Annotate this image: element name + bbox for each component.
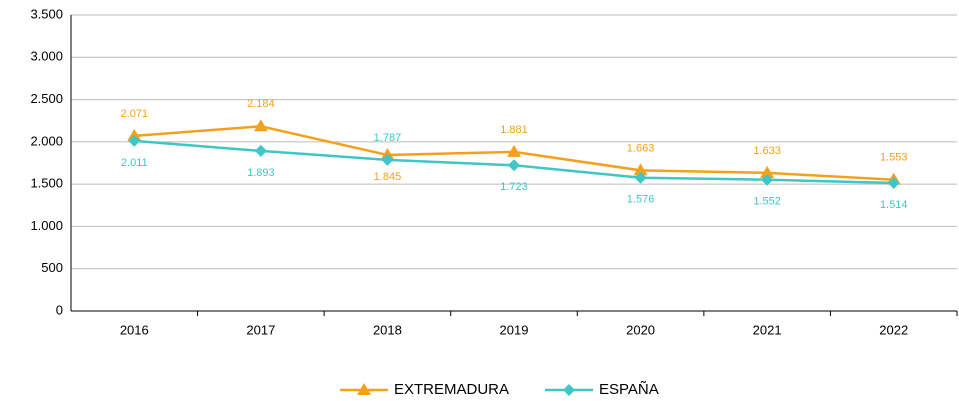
marker: [507, 144, 521, 157]
data-label: 1.893: [247, 167, 275, 179]
y-tick-label: 500: [41, 260, 63, 275]
x-tick-label: 2017: [246, 322, 275, 337]
data-label: 1.514: [880, 199, 908, 211]
marker: [633, 163, 648, 176]
y-tick-label: 3.500: [30, 6, 63, 21]
marker: [761, 173, 774, 186]
data-label: 2.071: [121, 108, 149, 120]
y-tick-label: 1.000: [30, 218, 63, 233]
marker: [563, 384, 575, 396]
data-label: 2.011: [121, 157, 148, 169]
legend-label: EXTREMADURA: [394, 381, 509, 398]
data-label: 1.881: [500, 124, 528, 136]
data-label: 1.787: [374, 132, 402, 144]
x-tick-label: 2020: [626, 322, 655, 337]
data-label: 1.723: [500, 181, 528, 193]
y-tick-label: 2.500: [30, 91, 63, 106]
x-tick-label: 2018: [373, 322, 402, 337]
marker: [357, 383, 371, 395]
data-label: 1.552: [753, 196, 781, 208]
data-label: 1.576: [627, 194, 655, 206]
data-label: 1.633: [753, 145, 781, 157]
marker: [381, 153, 394, 166]
x-tick-label: 2019: [500, 322, 529, 337]
y-tick-label: 0: [56, 302, 63, 317]
y-tick-label: 2.000: [30, 133, 63, 148]
marker: [634, 171, 647, 184]
marker: [254, 144, 267, 157]
marker: [128, 134, 141, 147]
data-label: 2.184: [247, 98, 275, 110]
legend-label: ESPAÑA: [599, 381, 659, 398]
x-tick-label: 2021: [753, 322, 782, 337]
data-label: 1.553: [880, 152, 908, 164]
x-tick-label: 2016: [120, 322, 149, 337]
marker: [760, 165, 775, 178]
marker: [127, 128, 142, 141]
marker: [253, 119, 268, 132]
marker: [887, 176, 900, 189]
y-tick-label: 1.500: [30, 176, 63, 191]
marker: [508, 159, 520, 172]
data-label: 1.845: [374, 171, 402, 183]
data-label: 1.663: [627, 142, 655, 154]
y-tick-label: 3.000: [30, 49, 63, 64]
x-tick-label: 2022: [879, 322, 908, 337]
